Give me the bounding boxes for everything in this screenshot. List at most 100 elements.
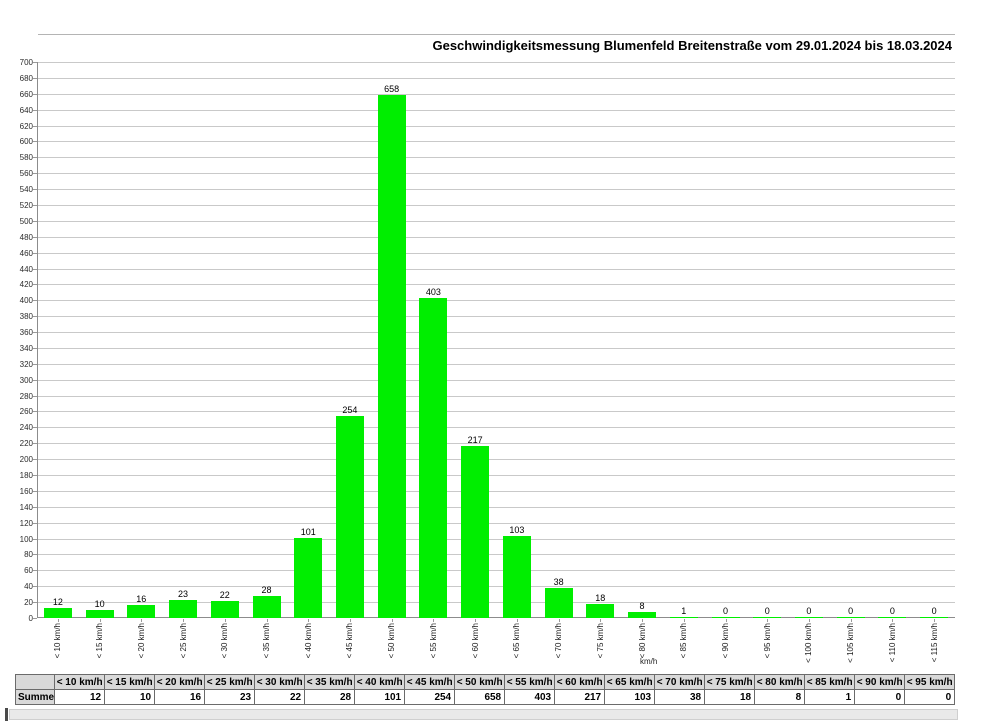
y-axis-tick-label: 280 xyxy=(19,391,33,401)
gridline xyxy=(38,395,955,397)
x-axis-tick-label: < 40 km/h xyxy=(287,623,329,669)
table-column-header: < 85 km/h xyxy=(804,674,856,690)
table-column-header: < 60 km/h xyxy=(554,674,606,690)
y-axis-tick-label: 520 xyxy=(19,200,33,210)
y-axis-tick-label: 220 xyxy=(19,439,33,449)
x-axis-tick xyxy=(349,619,351,622)
x-axis-tick-label: < 45 km/h xyxy=(329,623,371,669)
summary-table-header: < 10 km/h < 15 km/h < 20 km/h < 25 km/h < 30… xyxy=(14,674,956,690)
x-axis-tick-label-text: < 85 km/h xyxy=(679,623,689,659)
table-column-header: < 10 km/h xyxy=(54,674,106,690)
x-axis-tick-label: < 90 km/h xyxy=(705,623,747,669)
y-axis-tick xyxy=(33,284,37,286)
y-axis-tick xyxy=(33,554,37,556)
bar-value-label: 8 xyxy=(639,600,645,611)
x-axis-tick-label: < 35 km/h xyxy=(246,623,288,669)
y-axis-tick-label: 580 xyxy=(19,153,33,163)
bar-value-label: 16 xyxy=(136,594,147,605)
y-axis-tick xyxy=(33,62,37,63)
x-axis-tick xyxy=(767,619,769,622)
x-axis-tick xyxy=(308,619,310,622)
x-axis-tick-label-text: < 30 km/h xyxy=(220,623,230,659)
bar xyxy=(586,603,615,618)
x-axis-tick-label-text: < 25 km/h xyxy=(178,623,188,659)
x-axis-tick xyxy=(850,619,852,622)
y-axis-tick xyxy=(33,363,37,365)
y-axis-tick-label: 700 xyxy=(19,58,33,67)
x-axis-tick-label-text: < 55 km/h xyxy=(428,623,438,659)
bar xyxy=(294,537,323,618)
table-value-cell: 403 xyxy=(504,689,556,705)
bar xyxy=(377,95,406,618)
y-axis-tick-label: 380 xyxy=(19,312,33,322)
y-axis-tick-label: 200 xyxy=(19,455,33,465)
x-axis-tick-label: < 30 km/h xyxy=(204,623,246,669)
gridline xyxy=(38,554,955,556)
gridline xyxy=(38,411,955,413)
y-axis-tick-label: 300 xyxy=(19,375,33,385)
y-axis-tick xyxy=(33,506,37,508)
x-axis-tick-label: < 65 km/h xyxy=(496,623,538,669)
gridline xyxy=(38,522,955,524)
table-column-header: < 25 km/h xyxy=(204,674,256,690)
y-axis-tick xyxy=(33,618,37,619)
gridline xyxy=(38,252,955,254)
x-axis-tick xyxy=(99,619,101,622)
bar xyxy=(711,617,740,618)
bar-value-label: 0 xyxy=(722,606,728,616)
gridline xyxy=(38,62,955,63)
x-axis-tick-label-text: < 115 km/h xyxy=(929,623,939,663)
table-value-cell: 217 xyxy=(554,689,606,705)
table-corner-cell xyxy=(14,674,56,690)
y-axis-tick xyxy=(33,77,37,79)
gridline xyxy=(38,284,955,286)
bar xyxy=(169,599,198,618)
gridline xyxy=(38,220,955,222)
x-axis-tick-label: < 50 km/h xyxy=(371,623,413,669)
gridline xyxy=(38,475,955,477)
x-axis-tick-label-text: < 15 km/h xyxy=(95,623,105,659)
table-value-cell: 101 xyxy=(354,689,406,705)
y-axis-tick-label: 240 xyxy=(19,423,33,433)
bar xyxy=(669,617,698,618)
table-header-row: < 10 km/h < 15 km/h < 20 km/h < 25 km/h < 30… xyxy=(14,674,956,690)
table-column-header: < 30 km/h xyxy=(254,674,306,690)
gridline xyxy=(38,93,955,95)
bar-value-label: 0 xyxy=(889,606,895,616)
y-axis-tick xyxy=(33,347,37,349)
y-axis-tick xyxy=(33,570,37,572)
y-axis-tick-label: 640 xyxy=(19,105,33,115)
table-value-cell: 103 xyxy=(604,689,656,705)
y-axis-tick xyxy=(33,109,37,111)
bar-value-label: 28 xyxy=(261,584,272,595)
bar-value-label: 0 xyxy=(806,606,812,616)
bar xyxy=(920,617,949,618)
x-axis-tick-label-text: < 105 km/h xyxy=(846,623,856,663)
table-column-header: < 35 km/h xyxy=(304,674,356,690)
y-axis-tick xyxy=(33,268,37,270)
y-axis-tick xyxy=(33,522,37,524)
y-axis-tick-label: 140 xyxy=(19,502,33,512)
y-axis-tick-label: 320 xyxy=(19,359,33,369)
y-axis-tick-label: 340 xyxy=(19,343,33,353)
x-axis-tick xyxy=(391,619,393,622)
gridline xyxy=(38,189,955,191)
y-axis-tick-label: 600 xyxy=(19,137,33,147)
y-axis-tick-label: 180 xyxy=(19,471,33,481)
table-value-cell: 254 xyxy=(404,689,456,705)
x-axis-tick-label-text: < 65 km/h xyxy=(512,623,522,659)
y-axis-tick xyxy=(33,332,37,334)
x-axis-tick-label-text: < 90 km/h xyxy=(720,623,730,659)
y-axis-tick-label: 100 xyxy=(19,534,33,544)
x-axis-tick-label-text: < 95 km/h xyxy=(762,623,772,659)
table-column-header: < 45 km/h xyxy=(404,674,456,690)
horizontal-scrollbar[interactable] xyxy=(9,709,958,720)
bar xyxy=(628,611,657,618)
y-axis-tick xyxy=(33,189,37,191)
y-axis-tick-label: 160 xyxy=(19,486,33,496)
bar-value-label: 10 xyxy=(94,599,105,610)
gridline xyxy=(38,77,955,79)
gridline xyxy=(38,602,955,604)
bar xyxy=(252,595,281,618)
table-value-cell: 23 xyxy=(204,689,256,705)
